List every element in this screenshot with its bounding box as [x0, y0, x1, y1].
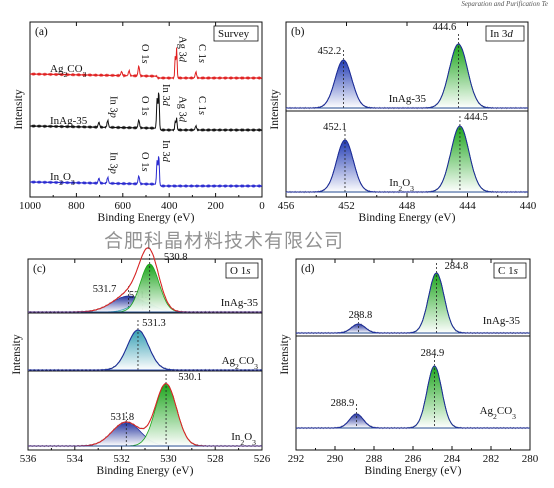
peak-label: C 1s	[196, 96, 207, 115]
journal-header: Separation and Purification Te	[461, 0, 548, 8]
series-name-label: Ag2CO3	[222, 355, 259, 371]
series-name-label: In2O3	[231, 431, 256, 447]
peak-label: C 1s	[196, 44, 207, 63]
x-tick-label: 448	[399, 200, 416, 212]
x-axis-label: Binding Energy (eV)	[98, 212, 195, 224]
series-name-label: InAg-35	[50, 115, 88, 127]
series-name-label: InAg-35	[483, 315, 521, 327]
peak-value-label: 530.1	[178, 372, 202, 383]
survey-series-line	[29, 92, 263, 133]
series-name-label: InAg-35	[221, 297, 259, 309]
x-tick-label: 600	[115, 200, 132, 212]
series-name-label: InAg-35	[389, 93, 427, 105]
y-axis-label: Intensity	[269, 89, 281, 129]
peak-value-label: 452.2	[318, 46, 342, 57]
y-axis-label: Intensity	[13, 89, 25, 129]
panel-tag-box	[213, 25, 259, 42]
x-tick-label: 536	[20, 453, 37, 465]
x-tick-label: 292	[288, 453, 305, 465]
panel-tag: In 3d	[490, 28, 513, 40]
peak-value-label: 288.8	[349, 310, 373, 321]
x-tick-label: 528	[207, 453, 224, 465]
x-tick-label: 532	[113, 453, 130, 465]
survey-series-line	[29, 47, 263, 81]
x-tick-label: 200	[207, 200, 224, 212]
series-name-label: Ag2CO3	[480, 405, 517, 421]
series-name-label: Ag2CO3	[50, 63, 87, 79]
panel-tag: O 1s	[230, 265, 250, 277]
peak-label: O 1s	[139, 96, 150, 116]
panel-letter: (c)	[33, 263, 46, 275]
x-tick-label: 400	[161, 200, 178, 212]
series-name-label: In2O3	[50, 171, 75, 187]
peak-value-label: 288.9	[331, 398, 355, 409]
peak-value-label: 452.1	[323, 122, 347, 133]
x-tick-label: 280	[522, 453, 539, 465]
y-axis-label: Intensity	[11, 334, 23, 374]
x-tick-label: 440	[520, 200, 537, 212]
x-tick-label: 282	[483, 453, 500, 465]
survey-series-line	[29, 156, 263, 189]
peak-value-label: 284.8	[445, 261, 469, 272]
x-tick-label: 284	[444, 453, 461, 465]
panel-tag-box	[493, 262, 527, 279]
x-tick-label: 444	[459, 200, 476, 212]
x-tick-label: 290	[327, 453, 344, 465]
series-name-label: In2O3	[389, 177, 414, 193]
x-axis-label: Binding Energy (eV)	[365, 465, 462, 477]
peak-value-label: 531.8	[110, 412, 134, 423]
peak-value-label: 444.5	[464, 112, 488, 123]
x-tick-label: 800	[68, 200, 85, 212]
peak-label: In 3d	[160, 140, 171, 163]
peak-label: Ag 3d	[177, 36, 188, 63]
x-axis-label: Binding Energy (eV)	[359, 212, 456, 224]
peak-label: O 1s	[139, 44, 150, 64]
x-tick-label: 530	[160, 453, 177, 465]
peak-value-label: 530.8	[164, 252, 188, 263]
panel-letter: (b)	[291, 26, 305, 38]
x-tick-label: 452	[338, 200, 355, 212]
x-axis-label: Binding Energy (eV)	[97, 465, 194, 477]
panel-letter: (a)	[35, 26, 48, 38]
x-tick-label: 1000	[19, 200, 42, 212]
panel-tag-box	[225, 262, 259, 279]
panel-letter: (d)	[301, 263, 315, 275]
panel-tag-box	[485, 25, 525, 42]
x-tick-label: 526	[254, 453, 271, 465]
y-axis-label: Intensity	[279, 334, 291, 374]
x-tick-label: 0	[259, 200, 265, 212]
panel-tag: C 1s	[498, 265, 518, 277]
peak-label: O 1s	[139, 152, 150, 172]
plot-frame	[295, 258, 531, 451]
peak-label: In 3p	[108, 96, 119, 118]
x-tick-label: 456	[278, 200, 295, 212]
peak-value-label: 284.9	[421, 348, 445, 359]
peak-value-label: 531.3	[142, 318, 166, 329]
peak-label: Ag 3d	[177, 96, 188, 123]
watermark: 合肥科晶材料技术有限公司	[104, 230, 345, 252]
peak-value-label: 444.6	[433, 22, 457, 33]
panel-tag: Survey	[218, 28, 250, 40]
peak-label: In 3d	[160, 84, 171, 107]
x-tick-label: 534	[67, 453, 84, 465]
peak-label: In 3p	[108, 152, 119, 174]
x-tick-label: 288	[366, 453, 383, 465]
peak-value-label: 531.7	[93, 284, 117, 295]
x-tick-label: 286	[405, 453, 422, 465]
